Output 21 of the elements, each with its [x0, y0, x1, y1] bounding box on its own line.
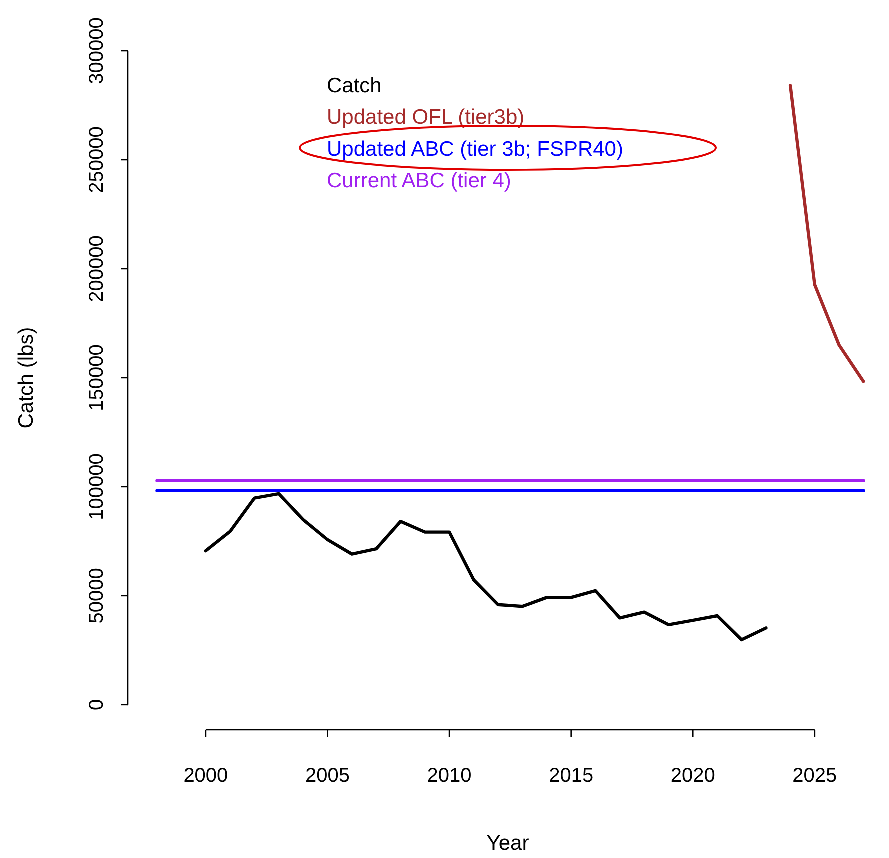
x-tick-label: 2015: [549, 765, 594, 787]
x-tick-label: 2005: [305, 765, 350, 787]
text: Updated ABC (tier 3b; FSPR40): [327, 138, 624, 161]
x-tick-label: 2020: [670, 765, 716, 787]
text: Current ABC (tier 4): [327, 170, 512, 193]
y-tick-label: 50000: [86, 568, 108, 624]
line-series: [788, 84, 866, 384]
text: Catch: [327, 74, 382, 98]
y-tick-label: 300000: [86, 18, 108, 84]
text: Updated OFL (tier3b): [327, 106, 525, 130]
x-axis-title: Year: [486, 832, 530, 855]
y-tick-label: 250000: [86, 126, 108, 194]
y-tick-label: 100000: [86, 454, 108, 520]
y-tick-label: 0: [86, 699, 108, 710]
x-tick-label: 2025: [792, 765, 838, 787]
y-tick-label: 150000: [86, 344, 108, 412]
x-tick-label: 2010: [427, 765, 472, 787]
y-axis-title: Catch (lbs): [15, 327, 38, 429]
y-tick-label: 200000: [86, 236, 108, 302]
x-tick-label: 2000: [184, 765, 228, 787]
line-series: [204, 492, 768, 642]
